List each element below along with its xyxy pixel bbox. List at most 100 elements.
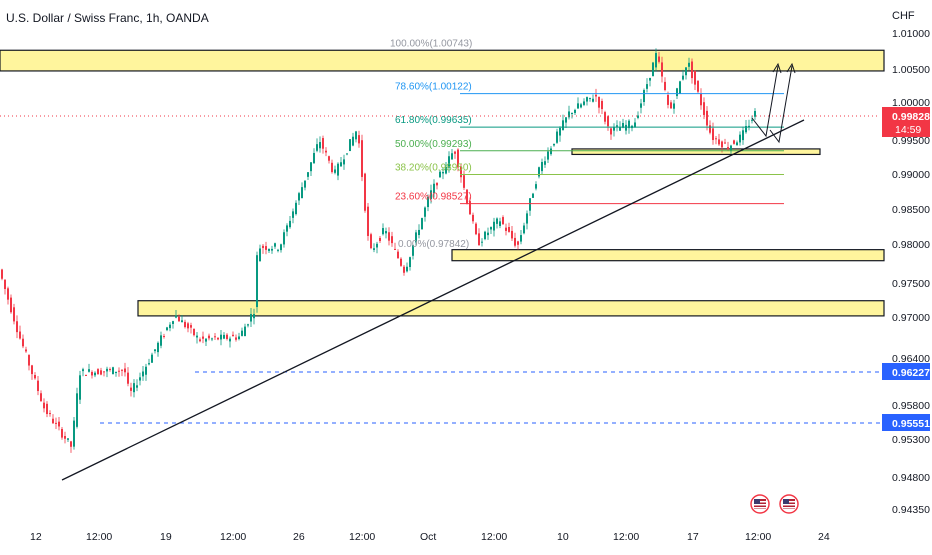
candle <box>166 326 168 332</box>
candle <box>733 139 735 145</box>
candle <box>706 106 708 131</box>
candle <box>100 367 102 376</box>
candle <box>697 80 699 94</box>
candle <box>256 251 258 313</box>
candle <box>679 80 681 95</box>
x-tick: 24 <box>818 531 830 543</box>
projection-arrow-1-head <box>772 62 782 74</box>
us-flag-icon[interactable] <box>750 494 770 514</box>
candle <box>358 130 360 148</box>
candle <box>94 371 96 378</box>
y-tick: 0.94350 <box>892 504 930 516</box>
price-zone[interactable] <box>571 148 821 156</box>
fib-level-label: 0.00%(0.97842) <box>398 239 469 250</box>
candle <box>148 358 150 366</box>
candle <box>82 367 84 377</box>
candle <box>643 88 645 106</box>
candle <box>496 217 498 229</box>
candle <box>751 115 753 124</box>
candle <box>445 162 447 175</box>
candle <box>217 337 219 341</box>
candle <box>424 206 426 222</box>
candle <box>301 182 303 199</box>
candle <box>241 327 243 337</box>
x-tick: 10 <box>557 531 569 543</box>
candle <box>25 346 27 353</box>
candle <box>511 225 513 242</box>
candle <box>262 243 264 254</box>
candle <box>727 141 729 151</box>
x-axis[interactable]: 12 12:00 19 12:00 26 12:00 Oct 12:00 10 … <box>30 531 830 543</box>
candle <box>391 231 393 247</box>
last-price-countdown: 14:59 <box>895 124 921 136</box>
candle <box>16 315 18 339</box>
candle <box>118 367 120 377</box>
candle <box>46 401 48 418</box>
y-axis[interactable]: 1.01000 1.00500 1.00000 0.99500 0.99000 … <box>892 28 930 516</box>
candle <box>565 116 567 129</box>
candle <box>475 222 477 236</box>
candle <box>544 156 546 168</box>
currency-label: CHF <box>892 10 915 22</box>
x-tick: Oct <box>420 531 436 543</box>
us-flag-icon[interactable] <box>779 494 799 514</box>
candle <box>106 366 108 378</box>
candle <box>55 417 57 430</box>
candle <box>457 148 459 172</box>
candle <box>151 352 153 363</box>
candle <box>226 333 228 341</box>
x-tick: 12 <box>30 531 42 543</box>
candle <box>277 248 279 253</box>
candle <box>598 96 600 114</box>
candle <box>631 124 633 132</box>
candle <box>583 98 585 107</box>
candle <box>133 379 135 398</box>
chart-title: U.S. Dollar / Swiss Franc, 1h, OANDA <box>6 11 209 25</box>
candle <box>715 135 717 145</box>
candle <box>595 88 597 102</box>
candle <box>13 303 15 325</box>
candle <box>421 217 423 230</box>
candle <box>64 431 66 444</box>
candle <box>403 265 405 276</box>
price-zone[interactable] <box>451 249 885 262</box>
price-badge-text: 0.95551 <box>892 418 930 430</box>
candle <box>280 243 282 253</box>
candle <box>175 310 177 319</box>
candle <box>571 112 573 119</box>
candle <box>103 371 105 377</box>
projection-arrow-1 <box>751 65 779 138</box>
candle <box>508 222 510 233</box>
price-zone[interactable] <box>137 300 885 317</box>
projection-arrow-2 <box>769 65 793 144</box>
candle <box>685 67 687 80</box>
candle <box>589 97 591 102</box>
candle <box>556 128 558 144</box>
candle <box>655 48 657 72</box>
candle <box>673 99 675 114</box>
candle <box>88 363 90 373</box>
candle <box>619 121 621 131</box>
candle <box>433 179 435 198</box>
y-tick: 0.98500 <box>892 204 930 216</box>
candles <box>1 48 756 453</box>
candle <box>97 368 99 375</box>
candle <box>265 241 267 255</box>
candle <box>178 314 180 322</box>
candle <box>112 366 114 375</box>
y-tick: 0.99500 <box>892 135 930 147</box>
candle <box>85 374 87 377</box>
y-tick: 1.00000 <box>892 97 930 109</box>
candle <box>286 223 288 237</box>
candle <box>349 139 351 152</box>
candle <box>442 167 444 180</box>
candle <box>637 111 639 120</box>
candle <box>244 323 246 337</box>
y-tick: 0.98000 <box>892 239 930 251</box>
trendline[interactable] <box>61 119 805 481</box>
candle <box>718 133 720 146</box>
candle <box>382 223 384 236</box>
price-zone[interactable] <box>0 49 885 72</box>
